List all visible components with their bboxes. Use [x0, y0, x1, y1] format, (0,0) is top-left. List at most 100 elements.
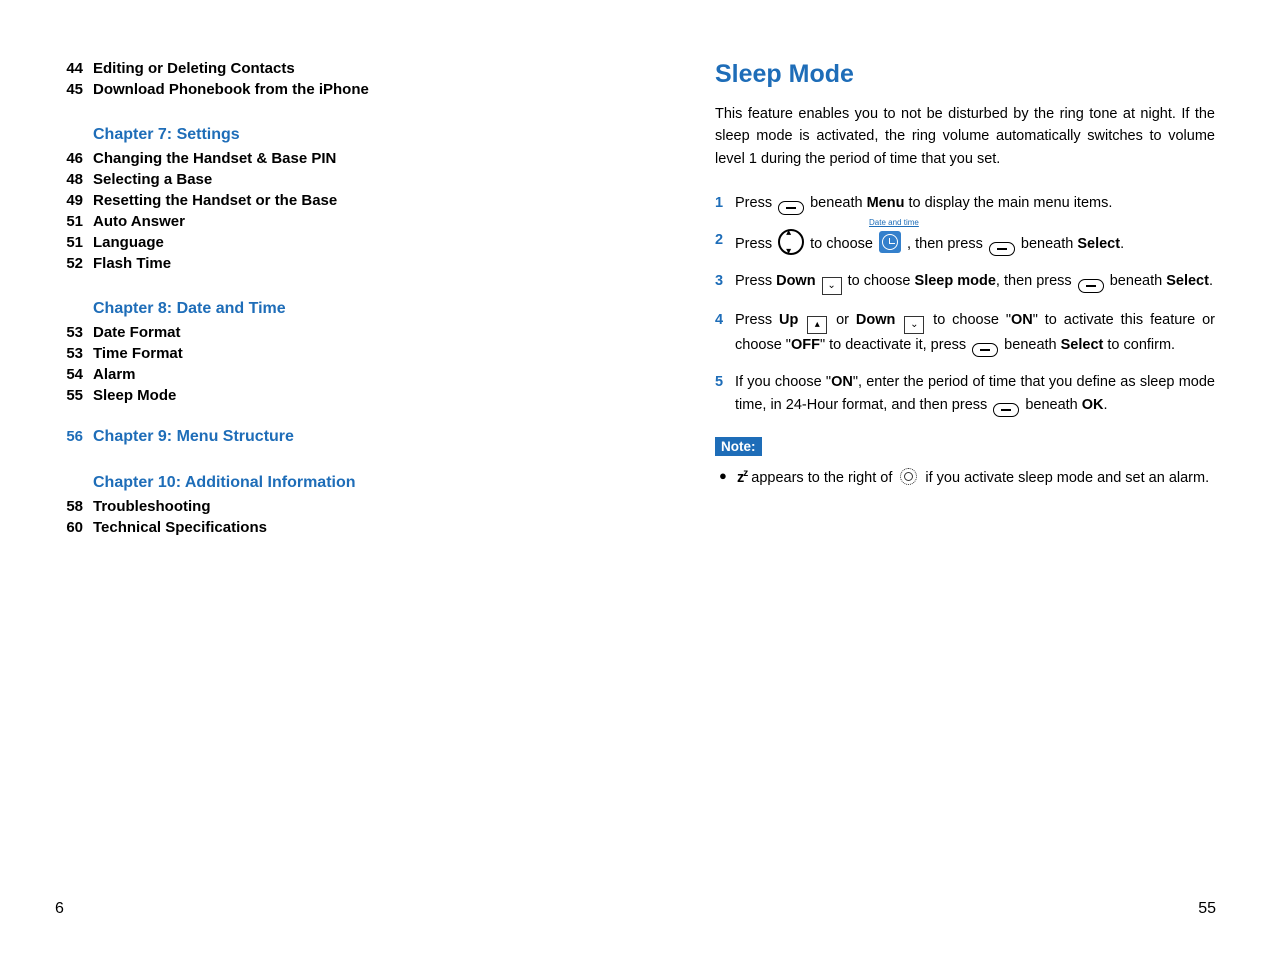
text: to display the main menu items.: [904, 195, 1112, 211]
toc-item: 51 Language: [55, 234, 595, 251]
toc-item-text: Flash Time: [93, 255, 595, 272]
toc-page-num: 56: [55, 428, 83, 445]
toc-item: 52 Flash Time: [55, 255, 595, 272]
toc-item: 44 Editing or Deleting Contacts: [55, 60, 595, 77]
text: to choose: [806, 236, 877, 252]
softkey-icon: [778, 201, 804, 215]
on-label: ON: [831, 374, 853, 390]
section-title: Sleep Mode: [715, 60, 1215, 89]
toc-item: 48Selecting a Base: [55, 171, 595, 188]
off-label: OFF: [791, 337, 820, 353]
text: .: [1120, 236, 1124, 252]
chapter-10-heading: Chapter 10: Additional Information: [93, 474, 595, 492]
toc-item-text: Editing or Deleting Contacts: [93, 60, 595, 77]
toc-page-num: 45: [55, 81, 83, 98]
ok-label: OK: [1082, 397, 1104, 413]
toc-item: 51 Auto Answer: [55, 213, 595, 230]
right-page: Sleep Mode This feature enables you to n…: [715, 60, 1215, 489]
toc-item-text: Technical Specifications: [93, 519, 595, 536]
up-key-icon: ▴: [807, 316, 827, 334]
text: to confirm.: [1103, 337, 1175, 353]
text: Press: [735, 195, 776, 211]
chapter-9-row: 56 Chapter 9: Menu Structure: [55, 428, 595, 446]
toc-item: 53 Time Format: [55, 345, 595, 362]
text: beneath: [1021, 397, 1081, 413]
step-4: 4 Press Up ▴ or Down ⌄ to choose "ON" to…: [715, 309, 1215, 357]
toc-page-num: 58: [55, 498, 83, 515]
text: to choose ": [926, 312, 1011, 328]
right-page-number: 55: [1198, 900, 1216, 918]
toc-item: 55 Sleep Mode: [55, 387, 595, 404]
toc-page-num: 44: [55, 60, 83, 77]
step-body: Press Down ⌄ to choose Sleep mode, then …: [735, 270, 1215, 295]
on-label: ON: [1011, 312, 1033, 328]
navkey-icon: [778, 229, 804, 255]
text: Press: [735, 273, 776, 289]
toc-item: 49Resetting the Handset or the Base: [55, 192, 595, 209]
zz-icon: zz: [737, 470, 747, 486]
toc-item-text: Time Format: [93, 345, 595, 362]
step-number: 2: [715, 229, 735, 256]
toc-page-num: 51: [55, 234, 83, 251]
step-body: Press Up ▴ or Down ⌄ to choose "ON" to a…: [735, 309, 1215, 357]
toc-page-num: 52: [55, 255, 83, 272]
text: if you activate sleep mode and set an al…: [921, 470, 1209, 486]
left-page: 44 Editing or Deleting Contacts 45 Downl…: [55, 60, 595, 540]
chapter-8-heading: Chapter 8: Date and Time: [93, 300, 595, 318]
toc-item: 46Changing the Handset & Base PIN: [55, 150, 595, 167]
down-label: Down: [856, 312, 895, 328]
down-key-icon: ⌄: [904, 316, 924, 334]
text: beneath: [1000, 337, 1060, 353]
toc-page-num: 60: [55, 519, 83, 536]
toc-item-text: Resetting the Handset or the Base: [93, 192, 595, 209]
step-number: 4: [715, 309, 735, 357]
toc-item: 53 Date Format: [55, 324, 595, 341]
step-body: Press beneath Menu to display the main m…: [735, 192, 1215, 215]
clock-caption: Date and time: [869, 217, 929, 229]
text: If you choose ": [735, 374, 831, 390]
left-page-number: 6: [55, 900, 64, 918]
alarm-icon: [900, 468, 917, 485]
toc-item: 45 Download Phonebook from the iPhone: [55, 81, 595, 98]
chapter-7-heading: Chapter 7: Settings: [93, 126, 595, 144]
softkey-icon: [972, 343, 998, 357]
text: .: [1209, 273, 1213, 289]
text: Press: [735, 312, 779, 328]
step-3: 3 Press Down ⌄ to choose Sleep mode, the…: [715, 270, 1215, 295]
step-number: 5: [715, 371, 735, 416]
select-label: Select: [1166, 273, 1209, 289]
sleepmode-label: Sleep mode: [915, 273, 996, 289]
select-label: Select: [1061, 337, 1104, 353]
toc-item-text: Auto Answer: [93, 213, 595, 230]
toc-item-text: Download Phonebook from the iPhone: [93, 81, 595, 98]
chapter-9-heading: Chapter 9: Menu Structure: [93, 428, 595, 446]
note-text: zz appears to the right of if you activa…: [737, 466, 1209, 489]
toc-page-num: 54: [55, 366, 83, 383]
text: beneath: [1017, 236, 1077, 252]
down-label: Down: [776, 273, 815, 289]
clock-icon: [879, 231, 901, 253]
toc-page-num: 51: [55, 213, 83, 230]
toc-page-num: 48: [55, 171, 83, 188]
toc-item: 60 Technical Specifications: [55, 519, 595, 536]
step-body: Press to choose Date and time , then pre…: [735, 229, 1215, 256]
step-2: 2 Press to choose Date and time , then p…: [715, 229, 1215, 256]
text: .: [1104, 397, 1108, 413]
toc-item-text: Language: [93, 234, 595, 251]
toc-item-text: Alarm: [93, 366, 595, 383]
menu-label: Menu: [867, 195, 905, 211]
step-number: 1: [715, 192, 735, 215]
section-intro: This feature enables you to not be distu…: [715, 103, 1215, 170]
toc-item-text: Troubleshooting: [93, 498, 595, 515]
toc-page-num: 53: [55, 324, 83, 341]
toc-item-text: Sleep Mode: [93, 387, 595, 404]
toc-page-num: 46: [55, 150, 83, 167]
up-label: Up: [779, 312, 798, 328]
note-body: ● zz appears to the right of if you acti…: [719, 466, 1215, 489]
text: to choose: [844, 273, 915, 289]
step-5: 5 If you choose "ON", enter the period o…: [715, 371, 1215, 416]
toc-page-num: 55: [55, 387, 83, 404]
note-label: Note:: [715, 437, 762, 456]
toc-item-text: Date Format: [93, 324, 595, 341]
toc-page-num: 53: [55, 345, 83, 362]
